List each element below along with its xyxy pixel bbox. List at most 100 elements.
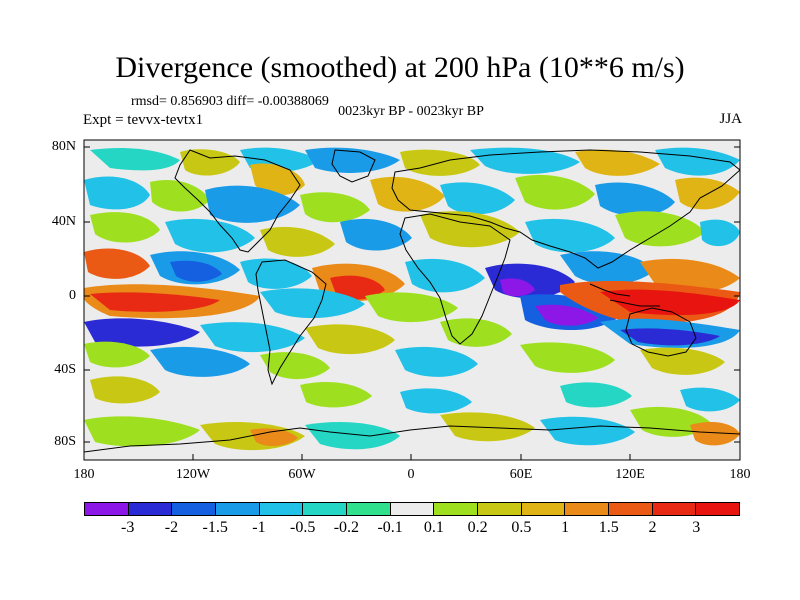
field-blob	[90, 212, 160, 243]
field-blob	[365, 292, 458, 323]
field-blob	[525, 218, 615, 253]
field-blob	[84, 318, 200, 347]
map-frame	[83, 139, 741, 461]
field-blob	[440, 182, 515, 215]
x-tick-label: 120W	[175, 467, 211, 482]
field-blob	[620, 328, 720, 346]
colorbar-swatch	[390, 503, 435, 515]
field-blob	[300, 192, 370, 223]
colorbar-swatch	[128, 503, 173, 515]
field-blob	[165, 218, 255, 253]
y-tick-label: 40S	[54, 362, 76, 377]
field-blob	[150, 346, 250, 377]
experiment-label: Expt = tevvx-tevtx1	[83, 112, 204, 128]
field-blob	[84, 416, 200, 447]
field-blob	[305, 422, 400, 450]
field-blob	[90, 292, 220, 312]
y-tick-label: 80S	[54, 434, 76, 449]
x-tick-label: 0	[407, 467, 415, 482]
field-blob	[560, 251, 655, 285]
coastline-africa	[399, 213, 511, 345]
field-blob	[180, 149, 240, 176]
colorbar	[84, 502, 740, 516]
colorbar-swatch	[521, 503, 566, 515]
colorbar-label: 0.1	[423, 519, 444, 536]
colorbar-swatch	[172, 503, 217, 515]
colorbar-label: 3	[692, 519, 701, 536]
colorbar-label: -0.5	[289, 519, 316, 536]
y-tick-label: 80N	[51, 139, 76, 154]
field-blob	[300, 382, 372, 408]
field-blob	[340, 218, 412, 251]
colorbar-swatch	[478, 503, 522, 515]
field-blob	[240, 258, 312, 289]
colorbar-label: -2	[164, 519, 179, 536]
x-tick-label: 180	[729, 467, 751, 482]
field-blob	[520, 342, 615, 373]
colorbar-swatch	[434, 503, 479, 515]
field-blob	[615, 211, 705, 247]
colorbar-label: 0.2	[467, 519, 488, 536]
colorbar-label: 0.5	[511, 519, 532, 536]
field-blob	[700, 219, 740, 247]
colorbar-label: 1	[561, 519, 570, 536]
field-blob	[84, 176, 150, 210]
field-blob	[575, 149, 660, 176]
x-tick-label: 60W	[288, 467, 316, 482]
colorbar-swatch	[652, 503, 697, 515]
field-blob	[200, 322, 305, 353]
field-blob	[260, 226, 335, 257]
coastline-north-america	[174, 149, 301, 253]
field-blob	[260, 288, 365, 319]
colorbar-swatch	[565, 503, 610, 515]
colorbar-label: -1	[252, 519, 266, 536]
colorbar-label: -3	[121, 519, 135, 536]
axis-ticks	[83, 146, 741, 460]
period-subtitle: 0023kyr BP - 0023kyr BP	[338, 104, 484, 119]
colorbar-swatch	[259, 503, 304, 515]
field-blob	[205, 185, 300, 223]
colorbar-swatch	[609, 503, 653, 515]
coastline-eurasia	[391, 149, 740, 269]
field-blob	[600, 289, 740, 316]
divergence-field	[84, 147, 740, 451]
field-blob	[84, 248, 150, 279]
x-tick-label: 60E	[509, 467, 533, 482]
field-blob	[500, 278, 535, 297]
y-tick-label: 40N	[51, 214, 76, 229]
field-blob	[84, 341, 150, 368]
field-blob	[420, 211, 520, 248]
field-blob	[330, 275, 385, 300]
field-blob	[90, 376, 160, 404]
field-blob	[250, 428, 298, 447]
colorbar-label: -1.5	[202, 519, 228, 536]
colorbar-swatch	[696, 503, 740, 515]
x-tick-label: 180	[73, 467, 95, 482]
field-blob	[440, 412, 535, 442]
colorbar-label: 2	[648, 519, 657, 536]
colorbar-swatch	[347, 503, 391, 515]
field-blob	[690, 421, 740, 446]
colorbar-label: -0.1	[377, 519, 403, 536]
field-blob	[150, 180, 210, 212]
field-blob	[440, 318, 512, 347]
field-blob	[305, 147, 400, 173]
field-blob	[400, 388, 472, 414]
field-blob	[535, 304, 598, 326]
field-blob	[305, 324, 395, 355]
coastline-australia	[625, 307, 697, 357]
season-label: JJA	[719, 111, 742, 127]
colorbar-swatch	[303, 503, 348, 515]
field-blob	[680, 387, 740, 412]
colorbar-label: -0.2	[333, 519, 360, 536]
field-blob	[405, 258, 485, 293]
coastline-greenland	[331, 149, 376, 183]
field-blob	[395, 346, 478, 377]
coastline-south-america	[255, 259, 327, 386]
rmsd-diff-label: rmsd= 0.856903 diff= -0.00388069	[131, 94, 329, 109]
colorbar-label: 1.5	[598, 519, 619, 536]
field-blob	[90, 148, 180, 171]
field-blob	[540, 416, 635, 446]
colorbar-swatch	[85, 503, 129, 515]
